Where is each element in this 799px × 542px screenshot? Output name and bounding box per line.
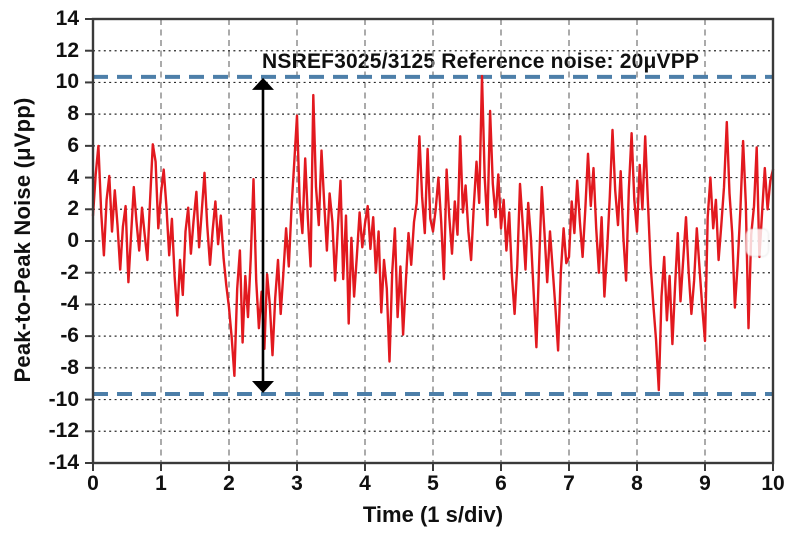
pp-arrow-head-up	[252, 77, 274, 90]
x-tick-label: 8	[631, 472, 643, 495]
x-tick-label: 6	[495, 472, 507, 495]
y-tick-label: -12	[48, 419, 79, 443]
y-tick-label: 0	[67, 229, 79, 252]
x-tick-label: 2	[223, 472, 235, 495]
noise-trace	[91, 74, 775, 392]
watermark-blob	[746, 229, 768, 256]
x-tick-label: 4	[359, 472, 371, 495]
y-tick-label: 4	[67, 165, 79, 189]
y-tick-label: -10	[48, 387, 79, 411]
y-tick-label: -6	[60, 324, 79, 348]
y-tick-label: 14	[55, 7, 79, 30]
reference-noise-annotation: NSREF3025/3125 Reference noise: 20μVPP	[262, 50, 700, 73]
y-tick-label: -4	[60, 292, 79, 316]
y-tick-label: 6	[67, 133, 79, 157]
x-axis-title: Time (1 s/div)	[362, 502, 504, 527]
x-tick-label: 10	[761, 472, 785, 495]
y-tick-label: 2	[67, 197, 79, 221]
y-tick-label: -14	[48, 451, 79, 474]
plot-area	[85, 17, 775, 471]
y-tick-label: -8	[60, 355, 79, 379]
x-tick-label: 3	[291, 472, 303, 495]
x-tick-label: 5	[427, 472, 439, 495]
y-tick-label: 12	[55, 38, 79, 62]
y-tick-label: 10	[55, 70, 79, 94]
y-tick-label: 8	[67, 102, 79, 126]
x-tick-label: 9	[699, 472, 711, 495]
x-tick-label: 1	[155, 472, 167, 495]
y-tick-label: -2	[60, 260, 79, 284]
pp-arrow-head-down	[252, 381, 274, 394]
x-tick-label: 7	[563, 472, 575, 495]
x-tick-label: 0	[87, 472, 99, 495]
